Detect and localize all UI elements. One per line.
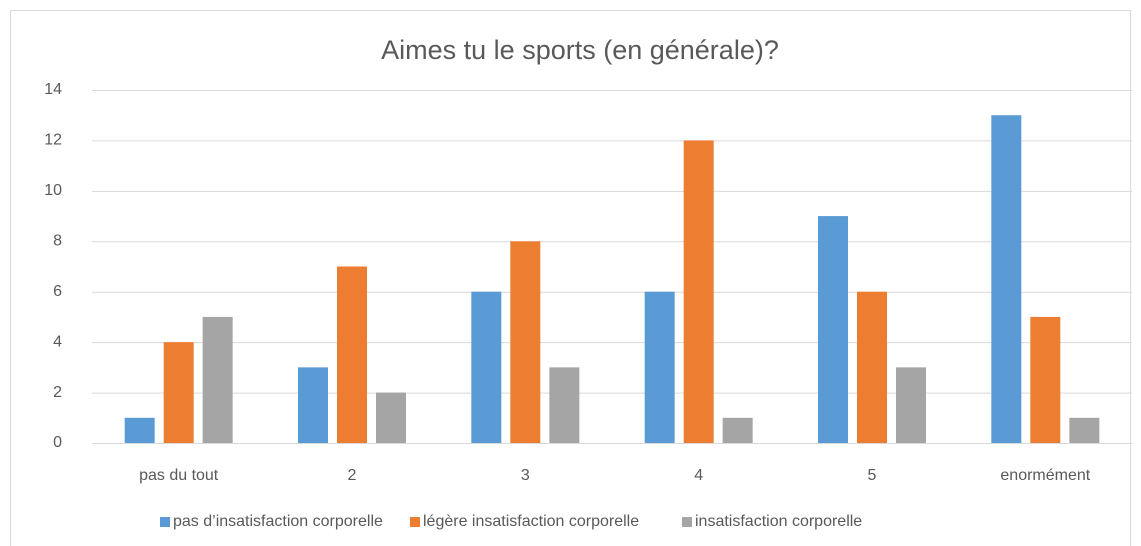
bar [722,417,753,443]
y-tick-label: 8 [53,233,62,250]
bar [896,367,926,443]
bar [644,291,675,443]
legend-label: légère insatisfaction corporelle [423,513,639,530]
bar [124,417,155,443]
bar [857,291,887,443]
bar [376,392,406,443]
y-tick-label: 10 [44,182,62,199]
y-tick-label: 14 [44,81,62,98]
y-tick-label: 2 [53,384,62,401]
x-tick-label: 2 [348,467,357,484]
legend-label: pas d’insatisfaction corporelle [173,513,383,530]
x-tick-label: 5 [868,467,877,484]
bar [991,115,1022,443]
chart-border [10,10,1131,546]
y-tick-label: 6 [53,283,62,300]
y-tick-label: 4 [53,333,62,350]
y-tick-label: 12 [44,132,62,149]
x-tick-label: enormément [1000,467,1090,484]
bar [1069,417,1100,443]
chart-title: Aimes tu le sports (en générale)? [381,35,779,65]
legend-swatch [682,517,692,527]
bar [163,342,194,443]
bar [471,291,502,443]
x-tick-label: 4 [694,467,703,484]
bar [549,367,580,443]
legend-swatch [410,517,420,527]
legend-swatch [160,517,170,527]
bar [510,241,541,443]
bar [1030,316,1061,443]
y-tick-label: 0 [53,434,62,451]
bar [337,266,367,443]
bar [298,367,328,443]
bar [202,316,233,443]
legend-label: insatisfaction corporelle [695,513,862,530]
x-tick-label: 3 [521,467,530,484]
x-tick-label: pas du tout [139,467,219,484]
bar [818,216,848,443]
bar [683,140,714,443]
